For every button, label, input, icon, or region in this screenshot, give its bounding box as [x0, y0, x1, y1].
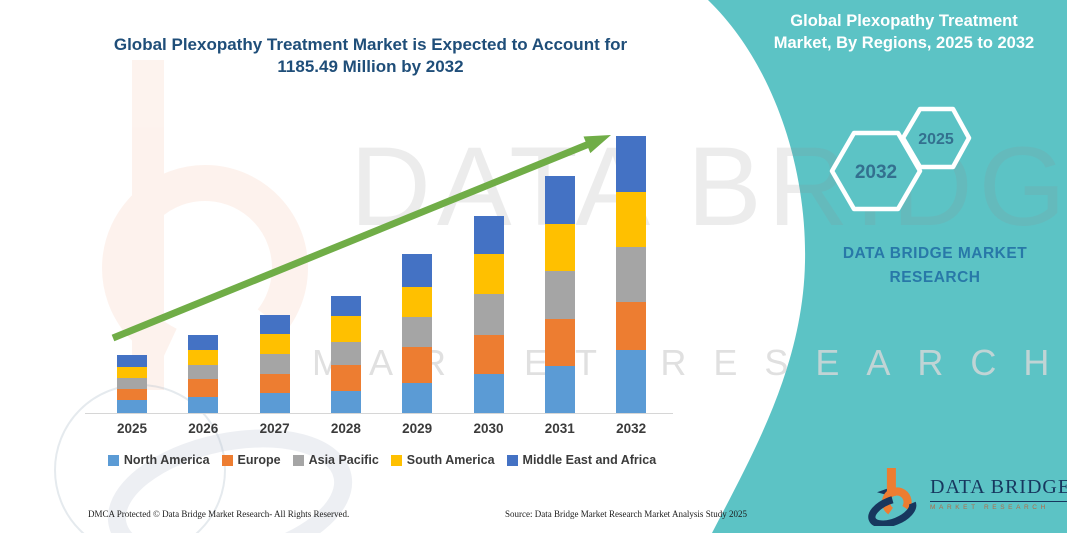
legend-item-south-america: South America: [390, 453, 495, 467]
watermark-spaced-text: MARKET RESEARCH: [312, 342, 1067, 383]
legend-label: South America: [406, 453, 495, 467]
bar-segment-2025-north-america: [117, 399, 147, 413]
chart-legend: North America Europe Asia Pacific South Ame…: [82, 453, 682, 467]
x-axis-label-2028: 2028: [330, 421, 361, 436]
bar-segment-2027-asia-pacific: [259, 353, 290, 374]
bar-segment-2025-asia-pacific: [117, 377, 147, 389]
logo-title: DATA BRIDGE: [930, 476, 1067, 502]
x-axis-label-2030: 2030: [473, 421, 504, 436]
hexagon-2025: [900, 106, 972, 170]
panel-title: Global Plexopathy Treatment Market, By R…: [773, 12, 1035, 53]
legend-label: Asia Pacific: [308, 453, 379, 467]
x-axis-label-2027: 2027: [259, 421, 290, 436]
bar-segment-2025-europe: [117, 388, 147, 400]
legend-swatch-europe: [221, 454, 233, 466]
bar-segment-2030-north-america: [473, 373, 504, 413]
x-axis-label-2025: 2025: [116, 421, 148, 436]
bar-segment-2026-asia-pacific: [188, 365, 219, 380]
bar-segment-2030-middle-east-and-africa: [473, 216, 504, 255]
legend-swatch-middle-east-and-africa: [506, 454, 518, 466]
bar-segment-2029-middle-east-and-africa: [402, 254, 433, 288]
bar-segment-2032-europe: [616, 302, 647, 350]
databridge-logo: DATA BRIDGE MARKET RESEARCH: [868, 464, 1067, 526]
trend-arrow-head: [583, 135, 611, 154]
legend-swatch-north-america: [107, 454, 119, 466]
bar-segment-2028-south-america: [330, 316, 361, 343]
bar-segment-2025-middle-east-and-africa: [117, 355, 147, 367]
x-axis-label-2026: 2026: [188, 421, 219, 436]
bar-segment-2031-south-america: [544, 224, 575, 272]
bar-segment-2026-south-america: [188, 350, 219, 366]
bar-segment-2026-north-america: [188, 397, 219, 413]
bar-segment-2031-europe: [544, 319, 575, 367]
bar-segment-2029-asia-pacific: [402, 317, 433, 348]
logo-subtitle: MARKET RESEARCH: [930, 504, 1049, 511]
footer-source-text: Source: Data Bridge Market Research Mark…: [505, 509, 747, 519]
bar-segment-2030-south-america: [473, 254, 504, 295]
legend-swatch-south-america: [390, 454, 402, 466]
bar-segment-2027-europe: [259, 373, 290, 393]
watermark-d-swoosh: [107, 429, 353, 533]
bar-segment-2028-middle-east-and-africa: [330, 296, 361, 317]
x-axis-label-2032: 2032: [616, 421, 647, 436]
bar-segment-2029-south-america: [402, 287, 433, 318]
bar-segment-2027-south-america: [259, 333, 290, 354]
bar-segment-2027-middle-east-and-africa: [259, 314, 290, 334]
x-axis-label-2029: 2029: [402, 421, 433, 436]
x-axis-line: [85, 413, 673, 414]
bar-segment-2026-europe: [188, 379, 219, 398]
bar-segment-2032-asia-pacific: [616, 247, 647, 303]
bar-segment-2029-europe: [402, 347, 433, 384]
bar-segment-2027-north-america: [259, 392, 290, 413]
bar-segment-2028-europe: [330, 365, 361, 392]
legend-item-asia-pacific: Asia Pacific: [292, 453, 379, 467]
legend-item-north-america: North America: [107, 453, 210, 467]
watermark-b-logo: [102, 60, 308, 390]
bar-segment-2031-middle-east-and-africa: [544, 176, 575, 225]
legend-label: North America: [123, 453, 210, 467]
bar-segment-2026-middle-east-and-africa: [188, 335, 219, 351]
bar-segment-2032-south-america: [616, 192, 647, 248]
bar-segment-2032-north-america: [616, 349, 647, 413]
legend-label: Middle East and Africa: [522, 453, 657, 467]
footer-dmca-text: DMCA Protected © Data Bridge Market Rese…: [88, 509, 350, 519]
hexagon-2032-label: 2032: [855, 162, 897, 183]
legend-swatch-asia-pacific: [292, 454, 304, 466]
legend-item-europe: Europe: [221, 453, 281, 467]
bar-segment-2030-europe: [473, 334, 504, 374]
bar-segment-2030-asia-pacific: [473, 294, 504, 335]
databridge-logo-text: DATA BRIDGE MARKET RESEARCH: [930, 476, 1067, 511]
legend-item-middle-east-and-africa: Middle East and Africa: [506, 453, 657, 467]
hexagon-2032: [829, 130, 923, 212]
bar-segment-2031-north-america: [544, 366, 575, 413]
chart-title: Global Plexopathy Treatment Market is Ex…: [113, 35, 628, 77]
hexagon-2025-label: 2025: [918, 131, 954, 148]
databridge-logo-icon: [868, 468, 917, 526]
bar-segment-2025-south-america: [117, 366, 147, 378]
trend-arrow-line: [111, 140, 591, 342]
bar-segment-2032-middle-east-and-africa: [616, 136, 647, 193]
brand-caption: DATA BRIDGE MARKET RESEARCH: [842, 245, 1028, 287]
x-axis-label-2031: 2031: [544, 421, 575, 436]
bar-segment-2029-north-america: [402, 383, 433, 413]
legend-label: Europe: [237, 453, 281, 467]
teal-panel-path: [708, 0, 1067, 533]
bar-segment-2028-north-america: [330, 391, 361, 413]
bar-segment-2031-asia-pacific: [544, 271, 575, 320]
bar-segment-2028-asia-pacific: [330, 342, 361, 366]
